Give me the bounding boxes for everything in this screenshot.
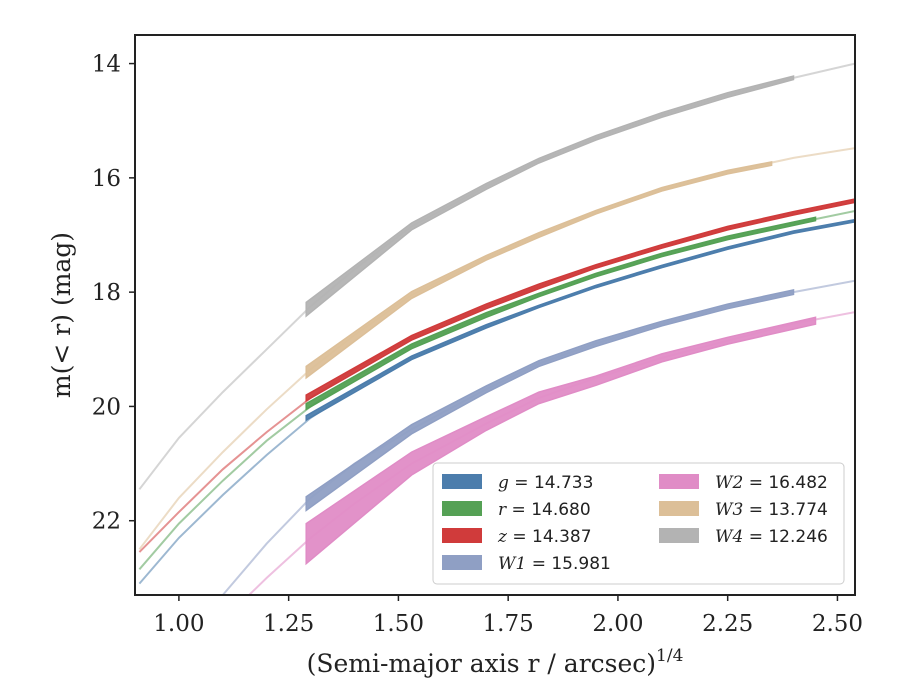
y-tick-label: 18 (92, 280, 121, 306)
data-band (305, 198, 855, 402)
legend-swatch (442, 474, 482, 489)
legend-swatch (659, 528, 699, 543)
series-layer (138, 62, 855, 595)
legend-label-var: z (497, 527, 508, 547)
legend-label-value: 13.774 (768, 500, 827, 520)
legend-label: W2 = 16.482 (715, 473, 828, 493)
x-axis-label: (Semi-major axis r / arcsec)1/4 (307, 646, 684, 678)
y-tick-label: 14 (92, 52, 121, 78)
legend-label: W4 = 12.246 (715, 527, 828, 547)
data-band (305, 218, 855, 422)
legend-frame (432, 462, 845, 585)
legend-label-eq: = (743, 500, 768, 520)
x-tick-label: 1.25 (263, 611, 314, 637)
legend-label-value: 15.981 (551, 554, 610, 574)
series-z (138, 198, 855, 553)
data-band (305, 160, 773, 380)
legend-label-eq: = (743, 527, 768, 547)
data-band (305, 75, 795, 318)
legend-item-g: g = 14.733 (442, 473, 593, 493)
legend-swatch (442, 555, 482, 570)
legend-item-w1: W1 = 15.981 (442, 554, 611, 574)
series-g (138, 218, 855, 585)
legend-label-var: r (498, 500, 507, 520)
legend-item-w4: W4 = 12.246 (659, 527, 828, 547)
legend-label-var: W3 (715, 500, 743, 520)
x-tick-label: 1.75 (483, 611, 534, 637)
y-axis-label: m(< r) (mag) (47, 232, 76, 398)
data-band (305, 316, 817, 566)
x-tick-label: 2.25 (702, 611, 753, 637)
legend-label: r = 14.680 (498, 500, 591, 520)
legend-label-eq: = (526, 554, 551, 574)
y-tick-label: 22 (92, 509, 121, 535)
x-tick-label: 1.00 (153, 611, 204, 637)
legend-label-eq: = (509, 473, 534, 493)
legend-item-r: r = 14.680 (442, 500, 591, 520)
x-tick-label: 1.50 (373, 611, 424, 637)
legend-label: g = 14.733 (498, 473, 593, 493)
data-band (305, 288, 795, 512)
legend-label-value: 16.482 (768, 473, 827, 493)
legend-swatch (659, 474, 699, 489)
y-tick-label: 16 (92, 166, 121, 192)
legend-label-value: 14.387 (532, 527, 591, 547)
legend-label-value: 14.733 (534, 473, 593, 493)
series-w3 (138, 147, 855, 550)
legend-label-eq: = (507, 527, 532, 547)
legend-label-value: 14.680 (531, 500, 590, 520)
legend-label-var: W2 (715, 473, 743, 493)
legend-item-z: z = 14.387 (442, 527, 592, 547)
legend-label-var: W1 (498, 554, 526, 574)
legend-label-var: W4 (715, 527, 743, 547)
legend: g = 14.733 r = 14.680 z = 14.387 W1 = 15.98… (432, 462, 845, 585)
series-w4 (138, 62, 855, 490)
y-ticks: 14 16 18 20 22 (92, 52, 135, 535)
legend-label-value: 12.246 (768, 527, 827, 547)
legend-label-var: g (498, 473, 509, 493)
legend-label-eq: = (506, 500, 531, 520)
x-tick-label: 2.00 (592, 611, 643, 637)
series-w1 (222, 279, 855, 595)
legend-swatch (659, 501, 699, 516)
legend-swatch (442, 528, 482, 543)
legend-item-w2: W2 = 16.482 (659, 473, 828, 493)
legend-label: W3 = 13.774 (715, 500, 828, 520)
x-axis-label-sup: 1/4 (656, 646, 683, 666)
data-band (305, 216, 817, 411)
legend-label: W1 = 15.981 (498, 554, 611, 574)
x-ticks: 1.00 1.25 1.50 1.75 2.00 2.25 2.50 (153, 595, 863, 637)
x-tick-label: 2.50 (812, 611, 863, 637)
x-axis-label-main: (Semi-major axis r / arcsec) (307, 649, 656, 678)
legend-label-eq: = (743, 473, 768, 493)
series-w2 (248, 311, 855, 595)
legend-item-w3: W3 = 13.774 (659, 500, 828, 520)
y-tick-label: 20 (92, 394, 121, 420)
legend-swatch (442, 501, 482, 516)
plot-frame (134, 34, 856, 596)
series-r (138, 210, 855, 570)
legend-label: z = 14.387 (497, 527, 592, 547)
